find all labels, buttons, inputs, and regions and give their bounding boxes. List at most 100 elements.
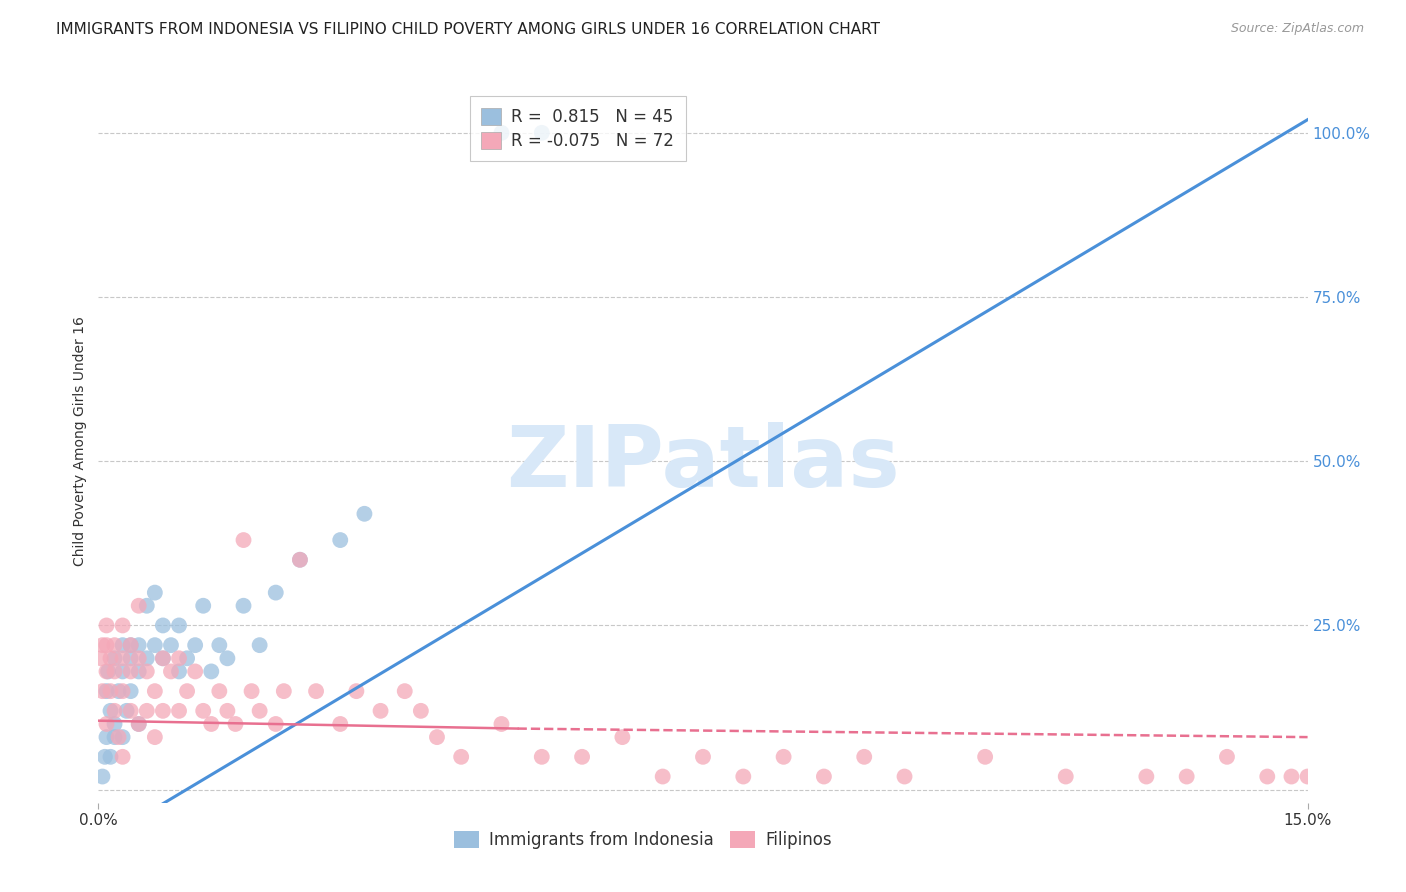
Point [97, 665, 120, 679]
Point [111, 730, 134, 744]
Point [111, 684, 134, 698]
Point [160, 638, 183, 652]
Point [120, 684, 142, 698]
Point [1216, 749, 1239, 764]
Point [91, 684, 114, 698]
Point [152, 651, 174, 665]
Point [103, 651, 125, 665]
Point [120, 651, 142, 665]
Point [94, 749, 117, 764]
Y-axis label: Child Poverty Among Girls Under 16: Child Poverty Among Girls Under 16 [73, 317, 87, 566]
Point [208, 638, 231, 652]
Point [143, 585, 166, 599]
Point [103, 730, 125, 744]
Point [353, 507, 375, 521]
Point [91, 638, 114, 652]
Point [143, 730, 166, 744]
Point [103, 717, 125, 731]
Point [111, 665, 134, 679]
Point [200, 717, 222, 731]
Point [128, 599, 150, 613]
Point [853, 749, 876, 764]
Point [893, 770, 915, 784]
Point [100, 684, 122, 698]
Point [100, 704, 122, 718]
Point [193, 704, 215, 718]
Point [329, 533, 352, 547]
Point [288, 553, 311, 567]
Point [103, 665, 125, 679]
Point [152, 651, 174, 665]
Point [249, 704, 271, 718]
Point [111, 618, 134, 632]
Point [208, 684, 231, 698]
Point [305, 684, 328, 698]
Point [120, 638, 142, 652]
Point [217, 651, 239, 665]
Point [612, 730, 634, 744]
Point [120, 638, 142, 652]
Point [152, 704, 174, 718]
Point [344, 684, 367, 698]
Point [135, 665, 157, 679]
Point [651, 770, 673, 784]
Point [135, 651, 157, 665]
Point [249, 638, 271, 652]
Point [200, 665, 222, 679]
Point [1054, 770, 1077, 784]
Point [273, 684, 295, 698]
Text: Source: ZipAtlas.com: Source: ZipAtlas.com [1230, 22, 1364, 36]
Point [143, 638, 166, 652]
Point [176, 651, 198, 665]
Point [530, 126, 553, 140]
Point [107, 684, 129, 698]
Point [160, 665, 183, 679]
Point [111, 638, 134, 652]
Point [184, 638, 207, 652]
Point [530, 749, 553, 764]
Point [813, 770, 835, 784]
Point [176, 684, 198, 698]
Point [974, 749, 997, 764]
Point [772, 749, 794, 764]
Point [167, 665, 190, 679]
Point [100, 651, 122, 665]
Point [96, 717, 118, 731]
Point [96, 684, 118, 698]
Point [240, 684, 263, 698]
Point [90, 651, 112, 665]
Point [115, 704, 138, 718]
Point [264, 717, 287, 731]
Point [571, 749, 593, 764]
Point [409, 704, 432, 718]
Point [1135, 770, 1157, 784]
Point [450, 749, 472, 764]
Point [96, 618, 118, 632]
Point [96, 730, 118, 744]
Point [264, 585, 287, 599]
Point [167, 651, 190, 665]
Point [111, 749, 134, 764]
Point [167, 704, 190, 718]
Point [152, 618, 174, 632]
Point [426, 730, 449, 744]
Text: ZIPatlas: ZIPatlas [506, 422, 900, 505]
Point [96, 665, 118, 679]
Point [370, 704, 392, 718]
Point [128, 717, 150, 731]
Point [733, 770, 755, 784]
Point [167, 618, 190, 632]
Point [224, 717, 246, 731]
Point [491, 126, 513, 140]
Point [394, 684, 416, 698]
Point [91, 770, 114, 784]
Point [329, 717, 352, 731]
Point [107, 730, 129, 744]
Point [128, 651, 150, 665]
Point [232, 599, 254, 613]
Point [1175, 770, 1198, 784]
Legend: Immigrants from Indonesia, Filipinos: Immigrants from Indonesia, Filipinos [447, 824, 838, 856]
Point [232, 533, 254, 547]
Point [288, 553, 311, 567]
Point [217, 704, 239, 718]
